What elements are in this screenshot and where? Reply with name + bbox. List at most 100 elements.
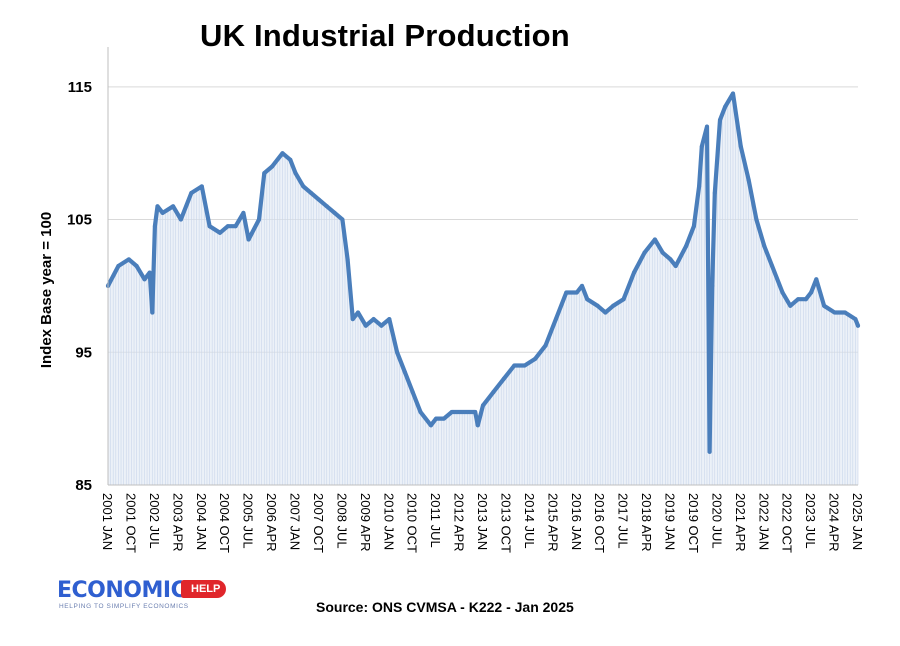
x-tick-label: 2001 OCT [123,493,138,553]
data-point [207,224,212,229]
x-tick-label: 2003 APR [170,493,185,552]
data-point [126,257,131,262]
data-point [699,144,704,149]
data-point [387,317,392,322]
y-tick-label: 95 [75,344,92,361]
data-point [246,237,251,242]
data-point [441,416,446,421]
data-point [293,171,298,176]
y-tick-label: 85 [75,477,92,494]
x-tick-label: 2006 APR [264,493,279,552]
x-tick-label: 2009 APR [358,493,373,552]
x-tick-label: 2016 JAN [569,493,584,550]
data-point [710,283,715,288]
series-line [105,91,861,454]
data-point [697,184,702,189]
x-tick-label: 2015 APR [545,493,560,552]
data-point [363,323,368,328]
logo-help-tag: HELP [181,580,227,598]
data-point [481,403,485,408]
data-point [731,91,735,96]
x-tick-label: 2007 OCT [311,493,326,553]
x-tick-labels: 2001 JAN 2001 OCT 2002 JUL 2003 APR 2004 JAN… [100,493,865,553]
data-point [465,410,470,414]
data-point [316,197,321,202]
data-point [611,303,616,308]
data-point [457,410,462,414]
data-point [712,191,717,195]
logo-wordmark: ECONOMICS [57,578,202,603]
economics-help-logo: ECONOMICS HELP HELPING TO SIMPLIFY ECONO… [57,575,237,615]
data-point [843,310,847,315]
data-point [522,363,527,368]
data-point [116,264,121,268]
data-point [856,323,860,328]
data-point [580,283,584,288]
data-point [410,390,415,395]
data-point [301,184,306,189]
data-point [262,171,267,176]
axes [107,47,858,486]
data-point [814,277,819,282]
data-point [853,317,858,322]
x-tick-label: 2013 OCT [498,493,513,553]
data-point [754,217,759,222]
data-point [371,317,376,322]
x-tick-label: 2012 APR [452,493,467,552]
data-point [738,144,743,149]
data-point [225,224,230,229]
data-point [595,303,600,308]
data-point [395,350,400,355]
data-point [632,270,636,275]
x-tick-label: 2022 OCT [780,493,795,553]
data-point [178,217,183,222]
data-point [142,277,147,282]
y-tick-label: 105 [67,212,92,229]
data-point [574,290,579,295]
data-point [332,210,337,215]
data-point [652,237,657,242]
data-point [718,118,722,122]
data-point [402,370,407,375]
x-tick-label: 2004 OCT [217,493,232,553]
data-point [796,297,801,302]
data-point [803,297,808,302]
data-point [780,290,785,295]
data-point [270,164,275,169]
x-tick-label: 2016 OCT [592,493,607,553]
data-point [218,230,222,235]
data-point [533,356,538,361]
data-point [723,104,728,109]
x-tick-label: 2019 JAN [663,493,678,550]
data-point [340,217,345,222]
x-tick-label: 2024 APR [827,493,842,552]
x-tick-label: 2014 JUL [522,493,537,549]
data-point [473,410,478,414]
data-point [788,303,793,308]
data-point [673,264,678,268]
x-tick-label: 2022 JAN [756,493,771,550]
x-tick-label: 2002 JUL [147,493,162,549]
y-tick-label: 115 [68,79,92,96]
data-point [621,297,626,302]
data-point [660,250,665,255]
data-point [762,244,767,249]
data-point [189,191,194,195]
data-point [512,363,517,368]
data-point [684,244,689,249]
x-tick-label: 2023 JUL [803,493,818,549]
y-axis-label: Index Base year = 100 [38,212,55,368]
data-point [642,250,647,255]
data-point [564,290,569,295]
data-point [822,303,827,308]
x-tick-label: 2007 JAN [288,493,303,550]
x-tick-label: 2018 APR [639,493,654,552]
data-point [809,290,814,295]
data-point [705,124,709,129]
data-point [379,323,384,328]
data-point [288,157,293,162]
y-tick-labels: 85 95 105 115 [67,79,92,494]
data-point [160,210,165,215]
data-point [428,423,433,428]
